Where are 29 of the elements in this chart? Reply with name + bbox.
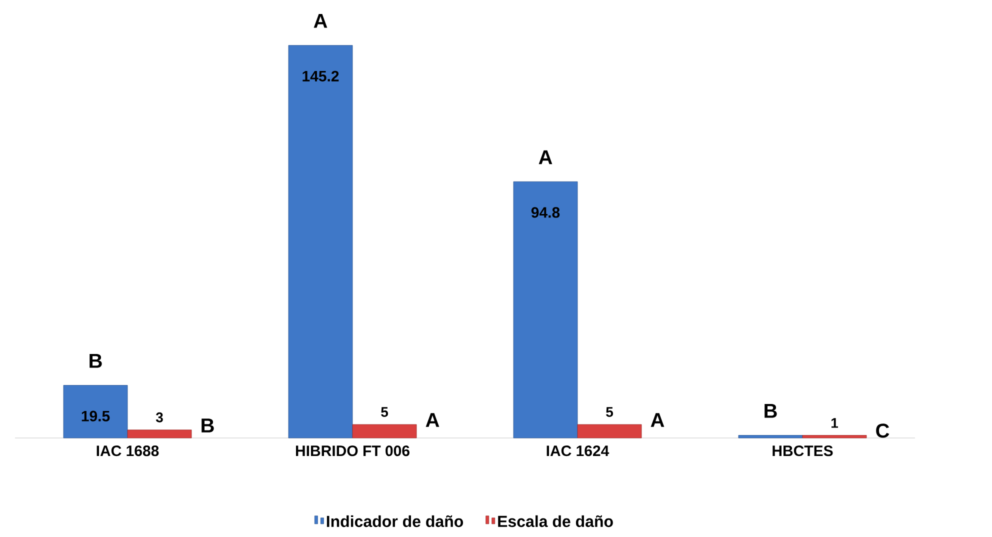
- bar: [577, 424, 642, 438]
- x-tick-label: HBCTES: [772, 446, 833, 456]
- annotation: C: [876, 424, 890, 438]
- annotation: A: [538, 150, 552, 164]
- legend-label: Indicador de daño: [326, 515, 464, 528]
- legend-label: Escala de daño: [498, 515, 613, 528]
- annotation: B: [202, 418, 214, 432]
- data-label: 3: [156, 412, 163, 422]
- x-tick-label: HIBRIDO FT 006: [296, 446, 410, 456]
- bar: [127, 430, 192, 438]
- bar: [288, 45, 353, 438]
- annotation: A: [426, 413, 440, 427]
- data-label: 5: [381, 407, 388, 417]
- annotation: B: [764, 404, 777, 418]
- x-tick-label: IAC 1688: [96, 446, 159, 456]
- bar: [63, 385, 128, 438]
- text: A: [314, 14, 328, 28]
- data-label: 19.5: [82, 410, 110, 422]
- data-label: 145.2: [302, 70, 339, 82]
- annotation: B: [90, 354, 102, 368]
- bar: [738, 435, 803, 438]
- bar: [513, 181, 578, 438]
- annotation: A: [650, 413, 664, 427]
- data-label: 5: [606, 407, 614, 417]
- x-tick-label: IAC 1624: [546, 446, 610, 456]
- bar: [352, 424, 417, 438]
- data-label: 1: [831, 418, 838, 428]
- data-label: 94.8: [531, 207, 560, 218]
- bar: [802, 435, 867, 438]
